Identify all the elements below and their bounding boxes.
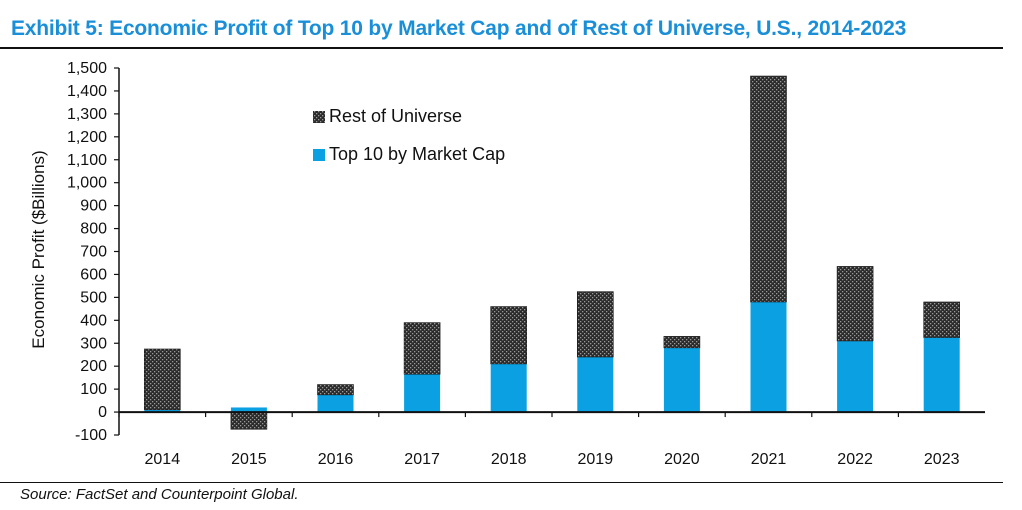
y-tick-label-1300: 1,300 bbox=[67, 106, 107, 123]
x-tick-label-2018: 2018 bbox=[491, 451, 527, 468]
bar-rest-2023 bbox=[923, 301, 961, 338]
bar-top10-2023 bbox=[923, 337, 960, 413]
bar-top10-2016 bbox=[317, 394, 354, 413]
y-tick-label-1000: 1,000 bbox=[67, 175, 107, 192]
x-tick-label-2014: 2014 bbox=[145, 451, 181, 468]
bar-rest-2018 bbox=[490, 306, 528, 365]
chart-plot: 2014 2015 2016 2017 2018 2019 2020 2021 2022 2023… bbox=[29, 60, 985, 468]
bar-rest-2022 bbox=[836, 266, 874, 342]
y-tick-label-300: 300 bbox=[80, 335, 107, 352]
bar-top10-2014 bbox=[144, 409, 181, 413]
y-axis-title: Economic Profit ($Billions) bbox=[29, 150, 48, 348]
bar-top10-2020 bbox=[663, 347, 700, 413]
legend-swatch-top10 bbox=[313, 149, 325, 161]
y-tick-label-900: 900 bbox=[80, 198, 107, 215]
bar-top10-2018 bbox=[490, 363, 527, 413]
source-note: Source: FactSet and Counterpoint Global. bbox=[20, 486, 299, 503]
y-tick-label--100: -100 bbox=[75, 427, 107, 444]
y-tick-label-1400: 1,400 bbox=[67, 83, 107, 100]
bar-top10-2019 bbox=[577, 357, 614, 413]
y-tick-label-100: 100 bbox=[80, 381, 107, 398]
bar-rest-2016 bbox=[317, 384, 354, 396]
x-tick-label-2020: 2020 bbox=[664, 451, 700, 468]
bottom-rule bbox=[0, 482, 1003, 483]
bar-top10-2017 bbox=[404, 374, 441, 413]
y-tick-label-600: 600 bbox=[80, 266, 107, 283]
x-tick-label-2019: 2019 bbox=[578, 451, 614, 468]
bar-top10-2022 bbox=[837, 340, 874, 413]
legend-label-top10: Top 10 by Market Cap bbox=[329, 144, 505, 164]
y-tick-label-500: 500 bbox=[80, 289, 107, 306]
x-tick-label-2022: 2022 bbox=[837, 451, 873, 468]
y-tick-label-800: 800 bbox=[80, 221, 107, 238]
bar-top10-2021 bbox=[750, 301, 787, 413]
bar-rest-2014 bbox=[144, 348, 181, 411]
y-tick-label-200: 200 bbox=[80, 358, 107, 375]
y-tick-label-700: 700 bbox=[80, 244, 107, 261]
y-tick-label-0: 0 bbox=[98, 404, 107, 421]
legend-swatch-rest bbox=[313, 111, 325, 123]
bar-rest-2020 bbox=[663, 336, 701, 349]
y-tick-label-400: 400 bbox=[80, 312, 107, 329]
bar-rest-2015 bbox=[230, 411, 268, 430]
x-tick-label-2017: 2017 bbox=[404, 451, 440, 468]
x-tick-label-2015: 2015 bbox=[231, 451, 267, 468]
y-tick-label-1500: 1,500 bbox=[67, 60, 107, 77]
x-tick-label-2021: 2021 bbox=[751, 451, 787, 468]
legend-label-rest: Rest of Universe bbox=[329, 106, 462, 126]
x-tick-label-2016: 2016 bbox=[318, 451, 354, 468]
top-rule bbox=[0, 47, 1003, 49]
y-tick-label-1100: 1,100 bbox=[67, 152, 107, 169]
bar-rest-2021 bbox=[750, 75, 787, 303]
bar-rest-2017 bbox=[403, 322, 441, 375]
x-tick-label-2023: 2023 bbox=[924, 451, 960, 468]
bar-rest-2019 bbox=[576, 291, 614, 358]
y-tick-label-1200: 1,200 bbox=[67, 129, 107, 146]
bar-top10-2015 bbox=[230, 407, 267, 413]
chart-title: Exhibit 5: Economic Profit of Top 10 by … bbox=[11, 17, 907, 40]
